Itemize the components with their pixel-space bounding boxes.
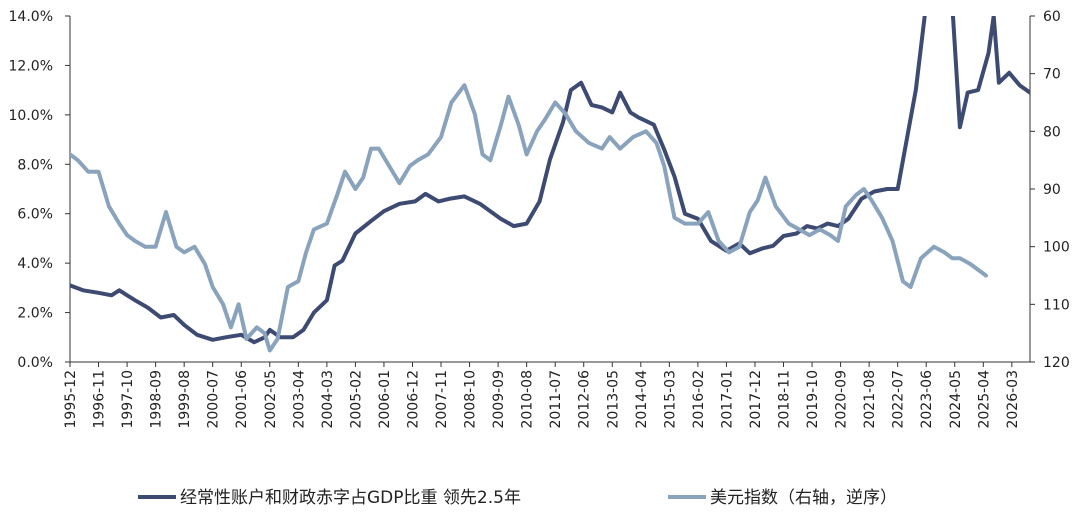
- x-axis-tick-label: 2001-06: [234, 370, 250, 429]
- x-axis-tick-label: 2007-11: [434, 370, 450, 429]
- right-axis-tick-label: 90: [1043, 182, 1061, 198]
- x-axis-tick-label: 2025-04: [976, 370, 992, 429]
- x-axis-tick-label: 1996-11: [92, 370, 108, 429]
- x-axis-tick-label: 2020-09: [834, 370, 850, 429]
- x-axis-ticks: 1995-12 1996-11 1997-10 1998-09 1999-08 2000-…: [63, 362, 1021, 429]
- x-axis-tick-label: 2022-07: [891, 370, 907, 429]
- x-axis-tick-label: 2008-10: [463, 370, 479, 429]
- x-axis-tick-label: 1995-12: [63, 370, 79, 429]
- dollar-index-series-line: [70, 83, 988, 353]
- x-axis-tick-label: 1998-09: [149, 370, 165, 429]
- x-axis-tick-label: 2010-08: [520, 370, 536, 429]
- axes: [69, 16, 1031, 363]
- x-axis-tick-label: 2026-03: [1005, 370, 1021, 429]
- left-axis-tick-label: 6.0%: [17, 207, 53, 223]
- x-axis-tick-label: 2016-02: [691, 370, 707, 429]
- legend-label-dollar-index: 美元指数（右轴，逆序）: [710, 488, 897, 508]
- right-axis-tick-label: 70: [1043, 67, 1061, 83]
- x-axis-tick-label: 2009-09: [491, 370, 507, 429]
- x-axis-tick-label: 2006-01: [377, 370, 393, 429]
- x-axis-tick-label: 2018-11: [777, 370, 793, 429]
- x-axis-tick-label: 2014-04: [634, 370, 650, 429]
- right-axis-tick-label: 110: [1043, 297, 1070, 313]
- left-axis-tick-label: 10.0%: [9, 108, 53, 124]
- x-axis-tick-label: 2000-07: [206, 370, 222, 429]
- x-axis-tick-label: 2015-03: [662, 370, 678, 429]
- right-axis-tick-label: 80: [1043, 124, 1061, 140]
- x-axis-tick-label: 2004-03: [320, 370, 336, 429]
- right-axis-tick-label: 120: [1043, 355, 1070, 371]
- left-axis-tick-label: 8.0%: [17, 157, 53, 173]
- deficit-series-line: [70, 16, 1030, 345]
- legend-label-deficit: 经常性账户和财政赤字占GDP比重 领先2.5年: [180, 488, 521, 508]
- x-axis-tick-label: 2024-05: [948, 370, 964, 429]
- x-axis-tick-label: 2006-12: [405, 370, 421, 429]
- left-axis-tick-label: 12.0%: [9, 58, 53, 74]
- x-axis-tick-label: 2012-06: [577, 370, 593, 429]
- left-axis-tick-label: 14.0%: [9, 9, 53, 25]
- right-axis-tick-label: 60: [1043, 9, 1061, 25]
- x-axis-tick-label: 1997-10: [120, 370, 136, 429]
- left-axis-tick-label: 0.0%: [17, 355, 53, 371]
- x-axis-tick-label: 2017-12: [748, 370, 764, 429]
- x-axis-tick-label: 1999-08: [177, 370, 193, 429]
- x-axis-tick-label: 2013-05: [605, 370, 621, 429]
- x-axis-tick-label: 2002-05: [263, 370, 279, 429]
- left-axis-tick-label: 4.0%: [17, 256, 53, 272]
- x-axis-tick-label: 2003-04: [291, 370, 307, 429]
- x-axis-tick-label: 2023-06: [919, 370, 935, 429]
- right-axis-tick-label: 100: [1043, 240, 1070, 256]
- x-axis-tick-label: 2017-01: [719, 370, 735, 429]
- x-axis-tick-label: 2021-08: [862, 370, 878, 429]
- series-lines: [70, 16, 1030, 353]
- left-axis-tick-label: 2.0%: [17, 306, 53, 322]
- left-axis-ticks: 0.0% 2.0% 4.0% 6.0% 8.0% 10.0% 12.0% 14.0%: [9, 9, 70, 371]
- x-axis-tick-label: 2019-10: [805, 370, 821, 429]
- x-axis-tick-label: 2011-07: [548, 370, 564, 429]
- x-axis-tick-label: 2005-02: [348, 370, 364, 429]
- legend: 经常性账户和财政赤字占GDP比重 领先2.5年 美元指数（右轴，逆序）: [138, 488, 897, 508]
- right-axis-ticks: 60 70 80 90 100 110 120: [1030, 9, 1070, 371]
